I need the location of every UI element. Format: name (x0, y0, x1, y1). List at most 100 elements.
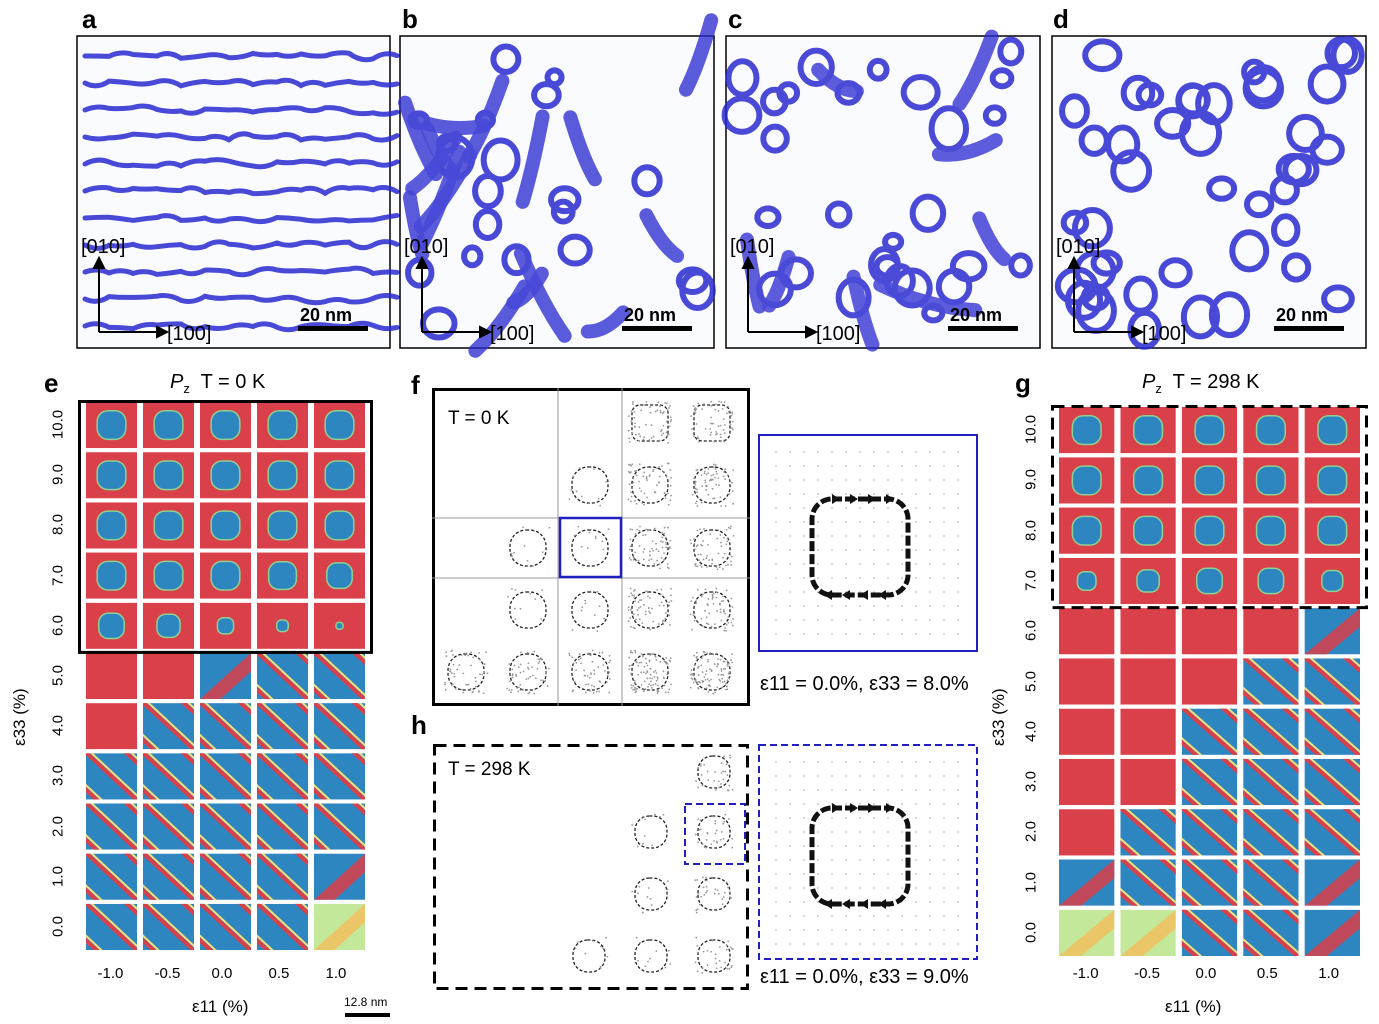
stripe-domain (82, 77, 400, 89)
strain-tile (257, 753, 308, 800)
strain-tile (1120, 708, 1176, 755)
zoom-frame (758, 434, 978, 652)
bubble-domain (548, 185, 582, 215)
strain-tile (143, 552, 194, 599)
domain-map-c-svg: [010] [100] 20 nm (721, 29, 1041, 352)
axis-label-010: [010] (81, 236, 125, 258)
strain-tile (1120, 859, 1176, 906)
polar-vortex (697, 939, 731, 973)
strain-tile (200, 803, 251, 850)
panel-e-ytick: 7.0 (49, 564, 67, 586)
panel-g-ytick: 0.0 (1022, 921, 1040, 943)
strain-tile (314, 602, 365, 649)
strain-tile (86, 602, 137, 649)
strain-tile (1304, 859, 1360, 906)
strain-tile (86, 502, 137, 549)
strain-tile (200, 903, 251, 950)
axis-label-010: [010] (404, 236, 448, 258)
bubble-domain (1064, 279, 1104, 321)
strain-tile (314, 552, 365, 599)
strain-tile (143, 853, 194, 900)
panel-f-temp: T = 0 K (448, 408, 510, 429)
strain-tile (1059, 758, 1115, 806)
bubble-domain (1243, 190, 1275, 219)
bubble-domain (1175, 82, 1210, 120)
bubble-domain (1060, 209, 1090, 236)
strain-tile (143, 602, 194, 649)
stripe-domain (82, 293, 400, 306)
bubble-domain (928, 105, 970, 153)
vortex-arrows (824, 494, 894, 600)
panel-f-svg (432, 388, 750, 706)
strain-tile (1304, 407, 1360, 454)
strain-tile (257, 552, 308, 599)
stripe-domain (82, 239, 400, 251)
strain-tile (1181, 909, 1238, 956)
panel-letter-a: a (82, 4, 97, 34)
strain-tile (314, 753, 365, 800)
strain-tile (1181, 809, 1238, 856)
stripe-domain (82, 50, 400, 63)
bubble-domain (754, 205, 782, 230)
strain-tile (86, 903, 137, 950)
scale-bar (298, 326, 368, 331)
elongated-domain (678, 13, 719, 97)
panel-e-xtick: 0.5 (268, 965, 290, 982)
strain-tile (143, 502, 194, 549)
strain-tile (1181, 859, 1238, 906)
elongated-domain (811, 62, 864, 99)
panel-e-xtick: -0.5 (154, 965, 181, 982)
strain-tile (1059, 859, 1115, 906)
strain-tile (257, 803, 308, 850)
strain-tile (1120, 608, 1176, 655)
bubble-domain (1090, 249, 1123, 277)
panel-e-tiles-svg (78, 400, 373, 950)
strain-tile (200, 652, 251, 700)
polar-vortex (634, 815, 668, 849)
strain-tile (86, 803, 137, 850)
bubble-domain (982, 104, 1007, 127)
strain-tile (86, 652, 137, 700)
strain-tile (1243, 658, 1299, 705)
strain-tile (143, 903, 194, 950)
scale-bar-label: 20 nm (950, 305, 1002, 325)
polar-vortex (631, 404, 669, 442)
elongated-domain (580, 305, 631, 339)
polar-vortex (693, 466, 731, 504)
strain-tile (143, 803, 194, 850)
panel-e-grid (78, 400, 373, 952)
strain-tile (200, 452, 251, 499)
elongated-domain (407, 112, 491, 136)
strain-tile (1120, 658, 1176, 705)
strain-tile (1181, 708, 1238, 755)
strain-tile (1181, 557, 1238, 605)
strain-tile (143, 402, 194, 449)
crystal-axes (741, 255, 819, 339)
strain-tile (1243, 758, 1299, 806)
strain-tile (257, 452, 308, 499)
panel-letter-e: e (44, 368, 59, 398)
panel-g-ytick: 10.0 (1022, 415, 1040, 445)
panel-f-caption: ε11 = 0.0%, ε33 = 8.0% (760, 673, 969, 695)
strain-tile (1120, 809, 1176, 856)
panel-g-xtick: 1.0 (1318, 965, 1340, 982)
panel-e-ytick: 0.0 (49, 915, 67, 937)
scale-bar-label: 20 nm (1276, 305, 1328, 325)
strain-tile (1304, 758, 1361, 806)
polar-vortex (571, 466, 609, 504)
elongated-domain (846, 269, 880, 352)
domain-map-d-svg: [010] [100] 20 nm (1051, 35, 1367, 350)
polar-vortex (697, 755, 731, 789)
strain-tile (1059, 507, 1115, 554)
bubble-domain (1269, 174, 1300, 206)
bubble-domain (873, 254, 902, 279)
strain-tile (143, 703, 194, 750)
domain-map-d: [010] [100] 20 nm (1051, 35, 1367, 350)
strain-tile (1059, 407, 1115, 454)
strain-tile (1304, 608, 1360, 655)
elongated-domain (405, 130, 463, 196)
zoom-f-svg (758, 434, 978, 652)
elongated-domain (563, 110, 602, 187)
bubble-domain (1008, 252, 1033, 279)
stripe-domain (82, 103, 400, 117)
